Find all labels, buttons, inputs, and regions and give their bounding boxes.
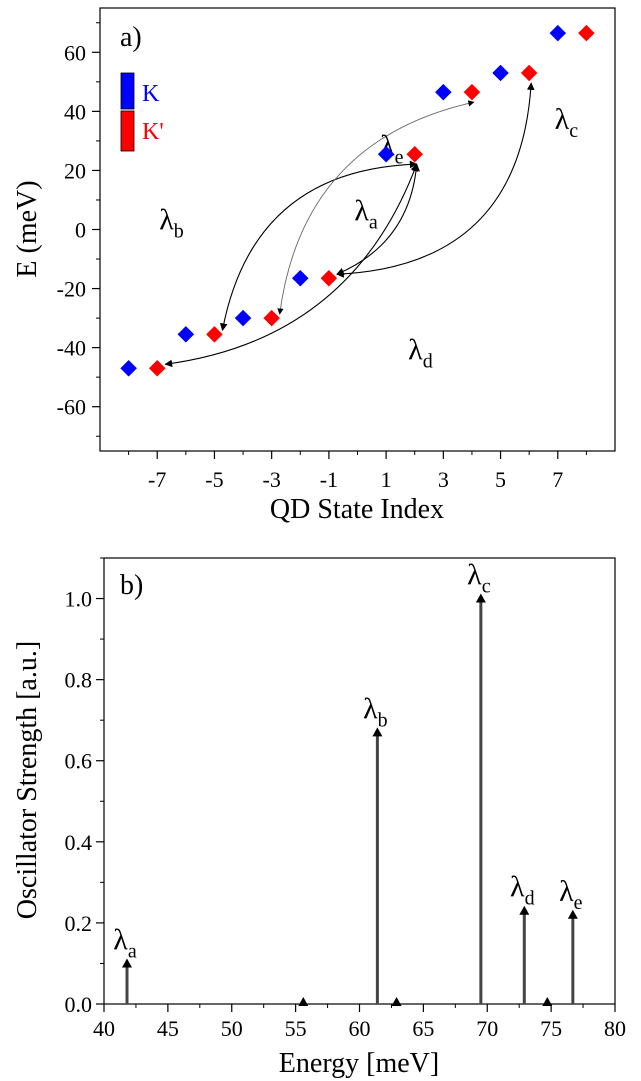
y-axis-label-b: Oscillator Strength [a.u.] <box>12 641 43 919</box>
point-k <box>234 309 252 327</box>
y-tick-label-b: 1.0 <box>65 587 93 612</box>
point-k <box>434 83 452 101</box>
point-kprime <box>206 325 223 343</box>
x-tick-label-b: 80 <box>604 1016 626 1041</box>
plot-frame-b <box>103 557 616 1005</box>
point-k <box>177 325 195 343</box>
transition-arrow-c <box>336 82 535 278</box>
point-kprime <box>406 145 424 163</box>
x-tick-label-a: 3 <box>438 467 449 492</box>
peak-label-b: λb <box>363 692 388 731</box>
panel-label-a: a) <box>120 22 142 53</box>
peak-label-a: λa <box>113 923 137 962</box>
point-kprime <box>263 309 281 327</box>
y-tick-label-a: 0 <box>75 218 86 243</box>
x-tick-label-b: 45 <box>157 1016 179 1041</box>
transition-label-d: λd <box>408 333 433 372</box>
peak-marker <box>298 996 309 1006</box>
transition-label-a: λa <box>354 195 378 234</box>
y-tick-label-b: 0.0 <box>65 992 93 1017</box>
y-tick-label-b: 0.8 <box>65 668 93 693</box>
x-axis-label-b: Energy [meV] <box>279 1048 439 1079</box>
x-tick-label-a: -1 <box>320 467 338 492</box>
y-tick-label-b: 0.2 <box>65 911 93 936</box>
point-kprime <box>320 269 338 287</box>
x-tick-label-a: -3 <box>263 467 281 492</box>
x-tick-label-a: 7 <box>552 467 563 492</box>
legend-label-kprime: K' <box>142 119 164 145</box>
peak-label-c: λc <box>467 559 491 598</box>
transition-arrow-d <box>164 163 418 368</box>
y-tick-label-b: 0.6 <box>65 749 93 774</box>
legend-swatch-kprime <box>120 110 135 152</box>
x-tick-label-b: 65 <box>412 1016 434 1041</box>
peak-label-d: λd <box>510 871 535 910</box>
peak-marker <box>542 996 553 1006</box>
point-k <box>492 64 509 82</box>
peak-marker <box>519 905 530 915</box>
x-tick-label-b: 75 <box>540 1016 562 1041</box>
point-k <box>291 269 309 287</box>
peak-marker <box>475 593 486 603</box>
point-kprime <box>463 83 481 101</box>
x-tick-label-b: 40 <box>93 1016 115 1041</box>
x-tick-label-b: 60 <box>349 1016 371 1041</box>
peak-marker <box>391 996 402 1006</box>
legend: K K' <box>120 72 164 152</box>
legend-swatch-k <box>120 72 135 110</box>
legend-label-k: K <box>142 81 160 107</box>
transition-label-b: λb <box>159 204 184 243</box>
point-kprime <box>520 64 538 82</box>
point-k <box>120 359 137 377</box>
x-axis-label-a: QD State Index <box>270 494 444 525</box>
peak-marker <box>567 909 578 919</box>
point-kprime <box>578 24 595 42</box>
ticks-a: -7 -5 -3 -1 1 3 5 7 -60 -40 -20 0 20 40 60 <box>57 22 587 492</box>
y-tick-label-a: -40 <box>57 336 86 361</box>
transition-label-c: λc <box>555 103 579 142</box>
y-tick-label-b: 0.4 <box>65 830 93 855</box>
peak-marker <box>121 958 132 968</box>
y-axis-label-a: E (meV) <box>12 180 43 277</box>
x-tick-label-a: -7 <box>148 467 166 492</box>
panel-label-b: b) <box>120 570 143 601</box>
x-tick-label-a: 5 <box>495 467 506 492</box>
x-tick-label-b: 50 <box>221 1016 243 1041</box>
y-tick-label-a: 40 <box>64 99 86 124</box>
x-tick-label-a: -5 <box>205 467 223 492</box>
point-k <box>549 24 567 42</box>
panel-b: b) 40 45 50 55 60 65 70 75 800.00.20.40.60.81.0 … <box>12 557 626 1079</box>
y-tick-label-a: 20 <box>64 158 86 183</box>
peaks: λa λb λc λd λe <box>113 559 583 1006</box>
transition-arrow-b <box>219 160 418 332</box>
x-tick-label-b: 70 <box>476 1016 498 1041</box>
panel-a: a) -7 -5 -3 -1 1 3 5 7 -60 -40 -20 0 20 40 60 λa λb λc λd… <box>12 7 616 525</box>
x-tick-label-b: 55 <box>285 1016 307 1041</box>
x-tick-label-a: 1 <box>381 467 392 492</box>
ticks-b: 40 45 50 55 60 65 70 75 80 0.0 0.2 0.4 0.6 0.8 1.0 <box>65 557 626 1041</box>
peak-label-e: λe <box>559 875 583 914</box>
peak-marker <box>372 727 383 737</box>
y-tick-label-a: 60 <box>64 40 86 65</box>
data-points <box>120 24 595 377</box>
y-tick-label-a: -20 <box>57 277 86 302</box>
point-k <box>377 145 395 163</box>
y-tick-label-a: -60 <box>57 395 86 420</box>
point-kprime <box>148 359 166 377</box>
transition-arrow-e <box>277 100 475 315</box>
